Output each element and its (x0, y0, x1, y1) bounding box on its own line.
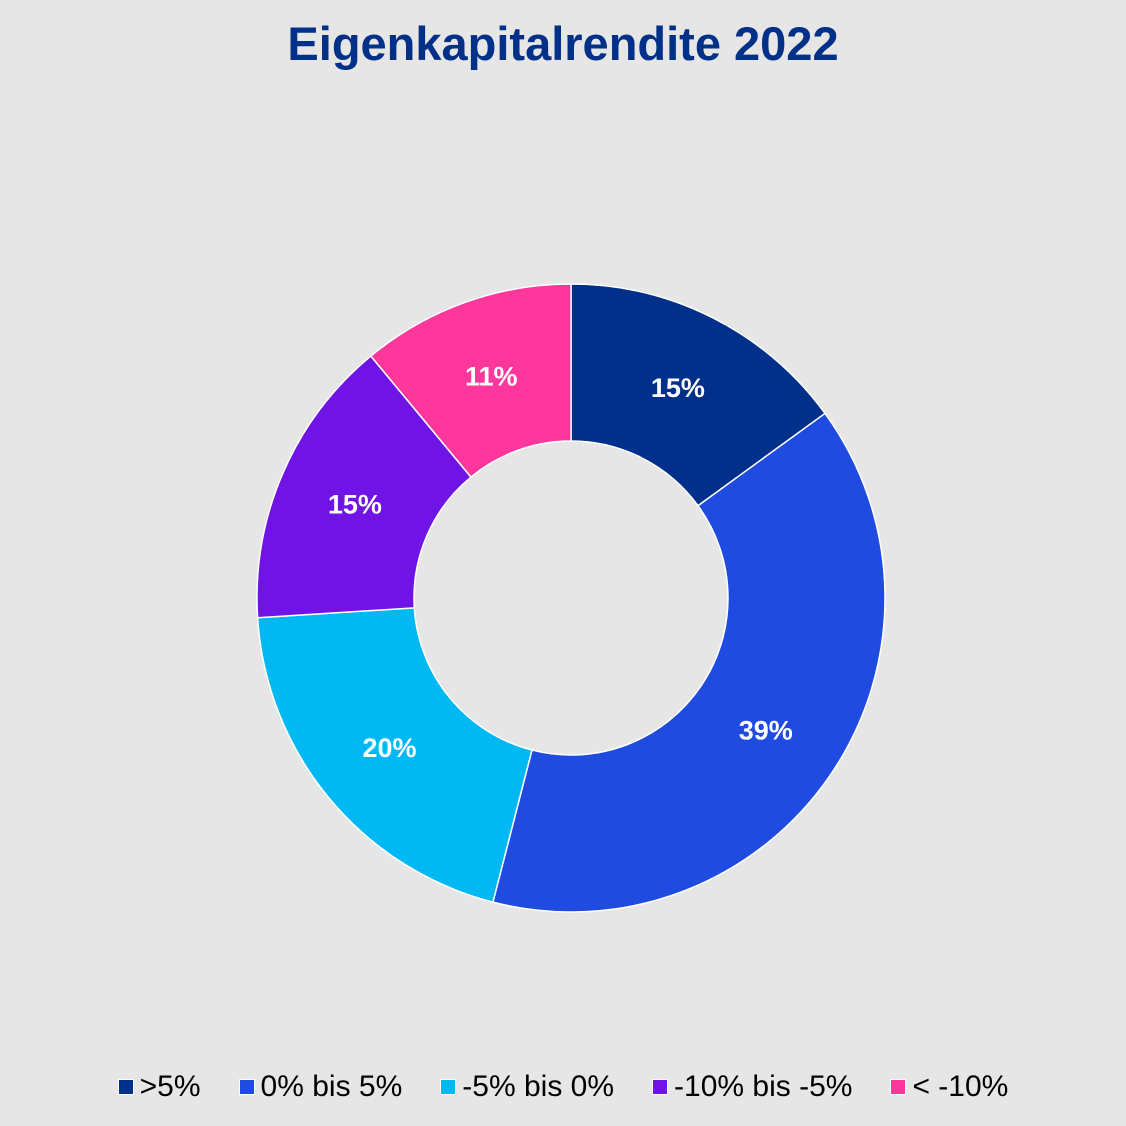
legend-swatch (652, 1079, 669, 1095)
legend-swatch (890, 1079, 907, 1095)
legend-item: -5% bis 0% (440, 1070, 614, 1104)
slice-3 (256, 355, 472, 619)
slice-2 (256, 607, 533, 904)
slice-label-4: 11% (465, 361, 518, 391)
legend-swatch (440, 1079, 457, 1095)
slice-label-0: 15% (651, 373, 705, 403)
legend-label: -10% bis -5% (674, 1070, 853, 1103)
legend-swatch (117, 1079, 134, 1095)
legend-item: -10% bis -5% (652, 1070, 852, 1104)
slice-4 (369, 283, 572, 479)
slice-label-3: 15% (328, 489, 382, 519)
chart-title: Eigenkapitalrendite 2022 (287, 17, 839, 70)
slice-label-2: 20% (363, 733, 417, 763)
legend-label: 0% bis 5% (260, 1070, 403, 1103)
legend-label: -5% bis 0% (462, 1070, 615, 1103)
legend-swatch (238, 1079, 255, 1095)
legend-item: 0% bis 5% (238, 1070, 403, 1104)
legend-item: < -10% (890, 1070, 1008, 1104)
slice-label-1: 39% (739, 715, 793, 745)
legend: >5% 0% bis 5% -5% bis 0% -10% bis -5% < -10% (0, 1070, 1126, 1104)
legend-label: >5% (139, 1070, 201, 1103)
slice-1 (491, 412, 886, 913)
slice-0 (570, 283, 827, 507)
legend-item: >5% (117, 1070, 201, 1104)
legend-label: < -10% (912, 1070, 1009, 1103)
